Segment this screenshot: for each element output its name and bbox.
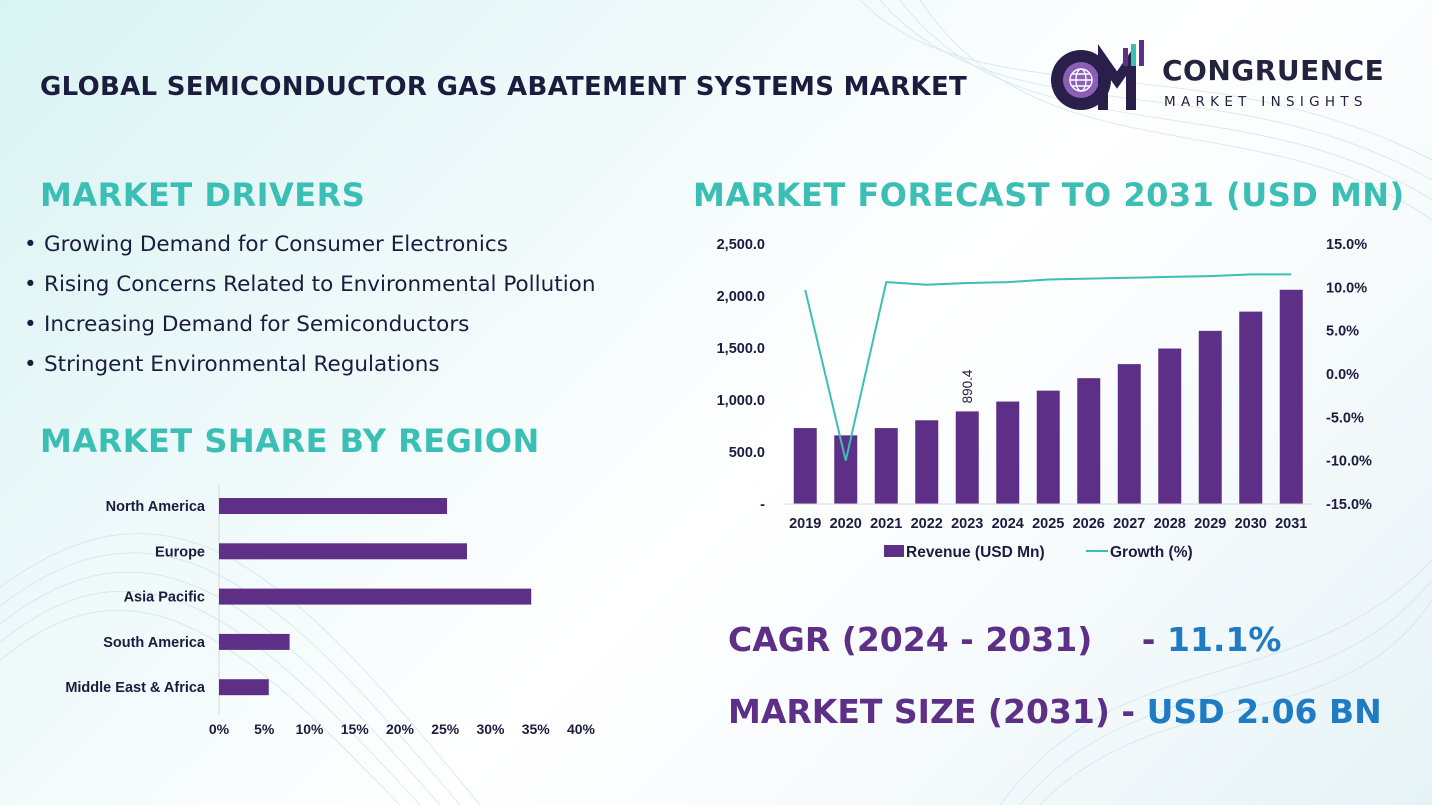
region-category-label: Middle East & Africa [65, 680, 206, 696]
forecast-revenue-bar [1077, 378, 1101, 504]
region-x-tick-label: 40% [567, 721, 596, 737]
forecast-revenue-bar [1117, 364, 1141, 504]
forecast-data-label: 890.4 [960, 369, 975, 403]
forecast-left-tick-label: 1,500.0 [717, 341, 765, 357]
forecast-left-tick-label: 2,000.0 [717, 289, 765, 305]
region-bar [219, 543, 467, 560]
forecast-revenue-bar [874, 428, 898, 504]
forecast-revenue-bar [996, 401, 1020, 504]
forecast-revenue-bar [793, 428, 817, 504]
region-bar [219, 679, 269, 696]
market-share-heading: MARKET SHARE BY REGION [40, 422, 540, 460]
legend-revenue-label: Revenue (USD Mn) [906, 544, 1045, 561]
driver-item-text: Growing Demand for Consumer Electronics [44, 232, 508, 257]
company-logo: CONGRUENCE MARKET INSIGHTS [1045, 40, 1395, 120]
forecast-x-tick-label: 2025 [1032, 516, 1064, 532]
legend-revenue-swatch [884, 545, 904, 557]
forecast-right-tick-label: 5.0% [1326, 324, 1359, 340]
forecast-right-tick-label: -5.0% [1326, 410, 1364, 426]
driver-item: • Rising Concerns Related to Environmenta… [24, 272, 596, 297]
forecast-left-tick-label: 500.0 [729, 445, 765, 461]
forecast-growth-line [804, 273, 1292, 461]
region-x-tick-label: 15% [341, 721, 370, 737]
forecast-x-tick-label: 2027 [1113, 516, 1145, 532]
logo-brand-text: CONGRUENCE [1162, 54, 1385, 87]
forecast-x-tick-label: 2030 [1235, 516, 1267, 532]
region-x-tick-label: 35% [522, 721, 551, 737]
forecast-right-tick-label: 10.0% [1326, 280, 1367, 296]
region-x-tick-label: 25% [431, 721, 460, 737]
market-size-label: MARKET SIZE (2031) [728, 692, 1110, 731]
driver-item-text: Stringent Environmental Regulations [44, 352, 440, 377]
region-category-label: Asia Pacific [124, 590, 205, 606]
forecast-revenue-bar [1036, 390, 1060, 504]
region-x-tick-label: 10% [295, 721, 324, 737]
market-size-value: USD 2.06 BN [1146, 692, 1382, 731]
forecast-revenue-bar [1239, 311, 1263, 504]
market-size-kpi: MARKET SIZE (2031) - USD 2.06 BN [728, 692, 1382, 731]
forecast-revenue-bar [1198, 330, 1222, 504]
forecast-left-tick-label: 1,000.0 [717, 393, 765, 409]
forecast-revenue-bar [834, 435, 858, 504]
region-bar [219, 588, 532, 605]
region-category-label: South America [103, 635, 206, 651]
market-forecast-heading: MARKET FORECAST TO 2031 (USD MN) [693, 176, 1405, 214]
region-bar [219, 498, 448, 514]
forecast-right-tick-label: 15.0% [1326, 237, 1367, 253]
region-bar [219, 633, 290, 650]
region-category-label: North America [106, 499, 206, 515]
forecast-revenue-bar [1158, 348, 1182, 504]
market-drivers-heading: MARKET DRIVERS [40, 176, 366, 214]
market-drivers-list: • Growing Demand for Consumer Electronics… [24, 230, 595, 390]
logo-mark-icon [1051, 40, 1144, 110]
region-share-chart: North America Europe Asia Pacific South Ame… [65, 485, 596, 737]
forecast-left-tick-label: 2,500.0 [717, 237, 765, 253]
region-x-tick-label: 30% [476, 721, 505, 737]
cagr-kpi: CAGR (2024 - 2031) - 11.1% [728, 620, 1281, 659]
driver-item: • Increasing Demand for Semiconductors [24, 312, 470, 337]
forecast-revenue-bar [955, 411, 979, 504]
driver-item-text: Increasing Demand for Semiconductors [44, 312, 470, 337]
forecast-x-tick-label: 2019 [789, 516, 821, 532]
driver-item-text: Rising Concerns Related to Environmental… [44, 272, 596, 297]
forecast-left-tick-label: - [760, 497, 765, 513]
forecast-x-tick-label: 2023 [951, 516, 983, 532]
legend-growth-label: Growth (%) [1110, 544, 1193, 561]
forecast-x-tick-label: 2029 [1194, 516, 1226, 532]
driver-item: • Growing Demand for Consumer Electronics [24, 232, 508, 257]
region-x-tick-label: 5% [254, 721, 275, 737]
region-x-tick-label: 20% [386, 721, 415, 737]
region-x-tick-label: 0% [209, 721, 230, 737]
forecast-x-tick-label: 2020 [830, 516, 862, 532]
cagr-separator: - [1141, 620, 1156, 659]
page-title: GLOBAL SEMICONDUCTOR GAS ABATEMENT SYSTE… [40, 72, 968, 102]
forecast-x-tick-label: 2031 [1275, 516, 1307, 532]
forecast-revenue-bar [915, 420, 939, 504]
forecast-right-tick-label: -15.0% [1326, 497, 1372, 513]
cagr-value: 11.1% [1166, 620, 1282, 659]
logo-tagline-text: MARKET INSIGHTS [1164, 94, 1368, 110]
cagr-label: CAGR (2024 - 2031) [728, 620, 1093, 659]
driver-item: • Stringent Environmental Regulations [24, 352, 440, 377]
forecast-x-tick-label: 2022 [911, 516, 943, 532]
forecast-x-tick-label: 2021 [870, 516, 902, 532]
forecast-right-tick-label: -10.0% [1326, 454, 1372, 470]
region-category-label: Europe [155, 544, 205, 560]
forecast-chart: - 500.0 1,000.0 1,500.0 2,000.0 2,500.0 -15.0%… [717, 237, 1372, 561]
forecast-x-tick-label: 2026 [1073, 516, 1105, 532]
forecast-x-tick-label: 2028 [1154, 516, 1186, 532]
forecast-right-tick-label: 0.0% [1326, 367, 1359, 383]
forecast-x-tick-label: 2024 [992, 516, 1024, 532]
market-size-separator: - [1121, 692, 1136, 731]
forecast-revenue-bar [1279, 289, 1303, 504]
